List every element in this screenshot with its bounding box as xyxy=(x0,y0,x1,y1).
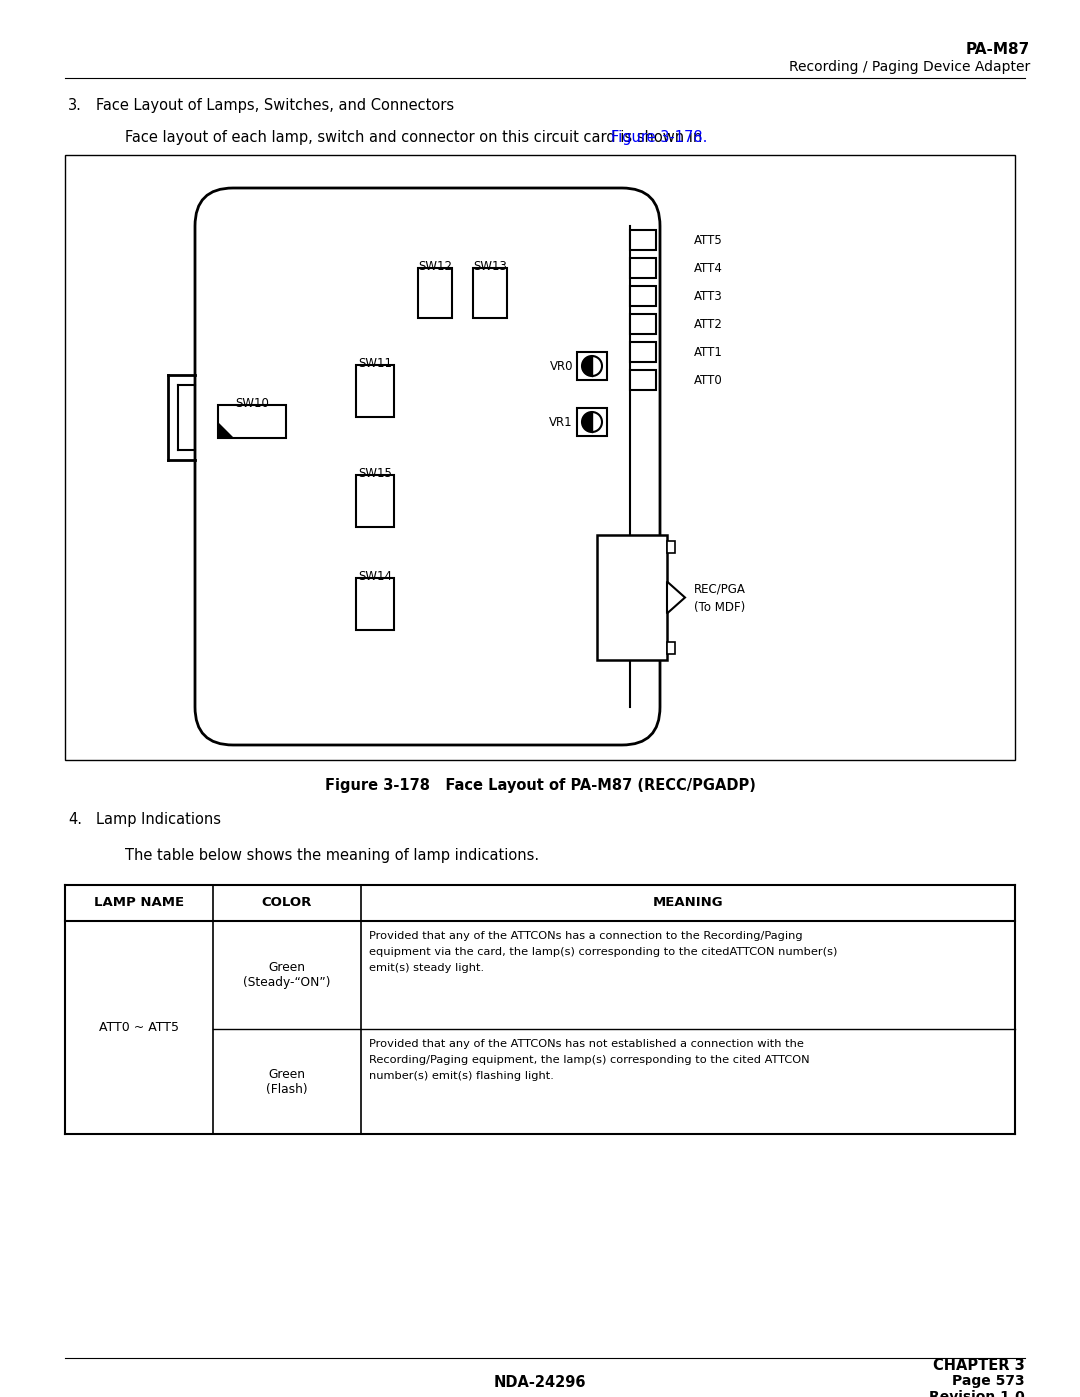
Text: Figure 3-178.: Figure 3-178. xyxy=(611,130,707,145)
Bar xyxy=(577,352,607,380)
Text: ATT1: ATT1 xyxy=(694,345,723,359)
Text: SW10: SW10 xyxy=(235,397,269,409)
Text: Provided that any of the ATTCONs has a connection to the Recording/Paging: Provided that any of the ATTCONs has a c… xyxy=(369,930,802,942)
Bar xyxy=(630,314,656,334)
Text: Revision 1.0: Revision 1.0 xyxy=(929,1390,1025,1397)
Bar xyxy=(218,405,286,439)
Text: 4.: 4. xyxy=(68,812,82,827)
Text: LAMP NAME: LAMP NAME xyxy=(94,897,184,909)
Text: Green
(Flash): Green (Flash) xyxy=(266,1067,308,1095)
Wedge shape xyxy=(582,356,592,376)
Text: equipment via the card, the lamp(s) corresponding to the citedATTCON number(s): equipment via the card, the lamp(s) corr… xyxy=(369,947,837,957)
Text: Figure 3-178   Face Layout of PA-M87 (RECC/PGADP): Figure 3-178 Face Layout of PA-M87 (RECC… xyxy=(325,778,755,793)
Text: ATT5: ATT5 xyxy=(694,233,723,246)
Bar xyxy=(630,342,656,362)
Text: SW12: SW12 xyxy=(418,260,453,272)
Bar xyxy=(630,258,656,278)
Bar xyxy=(597,535,667,659)
Bar xyxy=(667,643,675,654)
Text: SW15: SW15 xyxy=(359,467,392,481)
Text: REC/PGA: REC/PGA xyxy=(694,583,746,597)
Bar xyxy=(356,365,394,416)
Text: (To MDF): (To MDF) xyxy=(694,601,745,615)
Bar xyxy=(630,231,656,250)
Text: Recording / Paging Device Adapter: Recording / Paging Device Adapter xyxy=(788,60,1030,74)
Text: SW11: SW11 xyxy=(357,358,392,370)
Text: Recording/Paging equipment, the lamp(s) corresponding to the cited ATTCON: Recording/Paging equipment, the lamp(s) … xyxy=(369,1055,810,1065)
Text: PA-M87: PA-M87 xyxy=(966,42,1030,57)
Text: NDA-24296: NDA-24296 xyxy=(494,1375,586,1390)
Text: Green
(Steady-“ON”): Green (Steady-“ON”) xyxy=(243,961,330,989)
Text: Page 573: Page 573 xyxy=(953,1375,1025,1389)
Bar xyxy=(630,370,656,390)
Text: ATT2: ATT2 xyxy=(694,317,723,331)
Text: 3.: 3. xyxy=(68,98,82,113)
Text: ATT4: ATT4 xyxy=(694,261,723,274)
FancyBboxPatch shape xyxy=(195,189,660,745)
Bar xyxy=(356,578,394,630)
Bar xyxy=(356,475,394,527)
Wedge shape xyxy=(582,412,592,432)
Text: ATT3: ATT3 xyxy=(694,289,723,303)
Text: emit(s) steady light.: emit(s) steady light. xyxy=(369,963,484,972)
Bar xyxy=(418,268,453,319)
Text: VR0: VR0 xyxy=(550,359,573,373)
Text: ATT0 ~ ATT5: ATT0 ~ ATT5 xyxy=(99,1021,179,1034)
Text: ATT0: ATT0 xyxy=(694,373,723,387)
Text: Face layout of each lamp, switch and connector on this circuit card is shown in: Face layout of each lamp, switch and con… xyxy=(125,130,707,145)
Bar xyxy=(577,408,607,436)
Text: SW14: SW14 xyxy=(357,570,392,583)
Text: number(s) emit(s) flashing light.: number(s) emit(s) flashing light. xyxy=(369,1071,554,1081)
Bar xyxy=(65,155,1015,760)
Text: The table below shows the meaning of lamp indications.: The table below shows the meaning of lam… xyxy=(125,848,539,863)
Polygon shape xyxy=(218,422,234,439)
Bar xyxy=(630,286,656,306)
Polygon shape xyxy=(667,581,685,613)
Bar xyxy=(667,541,675,553)
Text: COLOR: COLOR xyxy=(261,897,312,909)
Bar xyxy=(473,268,507,319)
Text: Provided that any of the ATTCONs has not established a connection with the: Provided that any of the ATTCONs has not… xyxy=(369,1039,804,1049)
Text: MEANING: MEANING xyxy=(652,897,724,909)
Text: VR1: VR1 xyxy=(550,415,573,429)
Text: CHAPTER 3: CHAPTER 3 xyxy=(933,1358,1025,1373)
Text: SW13: SW13 xyxy=(473,260,507,272)
Text: Lamp Indications: Lamp Indications xyxy=(96,812,221,827)
Text: Face Layout of Lamps, Switches, and Connectors: Face Layout of Lamps, Switches, and Conn… xyxy=(96,98,454,113)
